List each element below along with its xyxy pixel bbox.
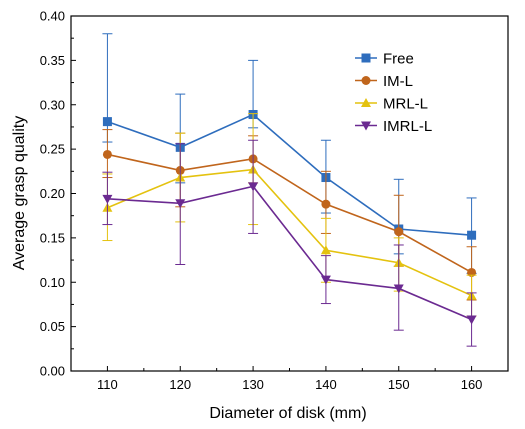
data-point — [393, 284, 404, 294]
y-tick-label: 0.00 — [40, 364, 65, 379]
legend: Free IM-L MRL-L IMRL-L — [355, 51, 432, 135]
legend-marker — [361, 98, 371, 107]
series-mrl-l — [102, 113, 477, 317]
data-point — [321, 199, 331, 209]
x-tick-label: 140 — [315, 377, 337, 392]
x-tick-label: 150 — [388, 377, 410, 392]
legend-item: MRL-L — [355, 96, 428, 113]
data-point — [175, 199, 186, 209]
x-axis-title: Diameter of disk (mm) — [209, 405, 366, 422]
series-line — [107, 168, 472, 297]
series-line — [107, 185, 472, 321]
legend-label: IMRL-L — [383, 118, 432, 135]
x-tick-label: 130 — [242, 377, 264, 392]
x-tick-label: 160 — [461, 377, 483, 392]
legend-marker — [361, 76, 371, 85]
x-tick-label: 120 — [169, 377, 191, 392]
series-free — [102, 33, 477, 274]
data-point — [320, 275, 331, 285]
y-tick-label: 0.40 — [40, 9, 65, 24]
y-tick-label: 0.25 — [40, 142, 65, 157]
data-point — [248, 182, 259, 192]
y-tick-label: 0.15 — [40, 230, 65, 245]
plot-frame — [70, 15, 509, 372]
legend-label: Free — [383, 51, 414, 68]
legend-label: IM-L — [383, 73, 413, 90]
series-line — [107, 113, 472, 237]
y-tick-label: 0.35 — [40, 53, 65, 68]
x-axis: 110 120 130 140 150 160 — [97, 366, 482, 392]
legend-marker — [361, 121, 371, 131]
data-point — [466, 315, 477, 325]
series-line — [107, 153, 472, 274]
y-tick-label: 0.20 — [40, 186, 65, 201]
x-tick-label: 110 — [97, 377, 118, 392]
legend-label: MRL-L — [383, 96, 428, 113]
legend-item: IM-L — [355, 73, 413, 90]
legend-item: Free — [355, 51, 414, 68]
y-tick-label: 0.30 — [40, 97, 65, 112]
data-point — [102, 117, 112, 127]
data-point — [467, 230, 477, 240]
y-tick-label: 0.05 — [40, 319, 65, 334]
y-axis-title: Average grasp quality — [11, 116, 28, 270]
series-layer — [102, 33, 477, 347]
series-imrl-l — [102, 139, 477, 347]
series-im-l — [102, 129, 477, 301]
data-point — [320, 245, 331, 255]
legend-item: IMRL-L — [355, 118, 432, 135]
data-point — [394, 227, 404, 237]
data-point — [102, 194, 113, 204]
y-tick-label: 0.10 — [40, 275, 65, 290]
legend-marker — [361, 53, 371, 63]
data-point — [102, 149, 112, 159]
y-axis: 0.00 0.05 0.10 0.15 0.20 0.25 0.30 0.35 0.40 — [40, 9, 76, 379]
